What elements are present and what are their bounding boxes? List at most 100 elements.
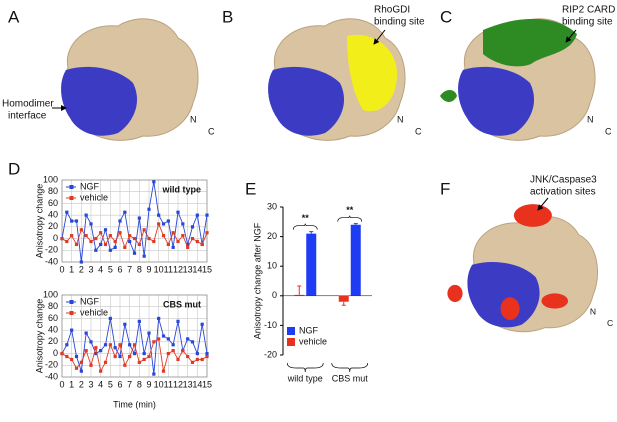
structure-a: N C [61,18,215,141]
point [99,231,103,235]
bar [294,294,305,296]
point [128,239,132,244]
point [166,242,170,247]
point [118,354,122,359]
y-tick-label: 60 [48,313,58,323]
x-tick-label: 1 [69,379,74,389]
point [103,228,108,232]
activation-patch [513,204,552,227]
callout: interface [8,111,47,122]
point [113,346,117,350]
x-tick-label: 14 [192,264,202,274]
point [205,354,209,359]
point [200,357,204,362]
point [123,245,127,249]
point [205,213,209,217]
point [103,343,108,347]
legend-label: vehicle [299,336,327,346]
x-tick-label: 12 [173,379,183,389]
point [171,349,175,353]
y-tick-label: 40 [48,210,58,220]
bar [338,295,349,302]
point [89,239,93,244]
point [161,234,166,238]
y-tick-label: 10 [267,261,277,271]
point [205,231,209,235]
point [60,236,64,241]
point [147,236,151,241]
point [186,354,190,359]
callout: activation sites [530,187,596,198]
point [171,245,175,249]
structure-c: N C [440,18,612,141]
point [132,343,137,347]
rip2-patch [483,18,577,67]
significance-bracket [337,215,363,222]
point [142,357,146,362]
point [84,213,88,217]
chart-title: CBS mut [163,299,201,309]
point [147,331,151,335]
x-tick-label: 9 [146,379,151,389]
point [195,213,199,217]
legend-label: vehicle [80,192,108,202]
point [166,337,170,341]
y-tick-label: 0 [272,290,277,300]
point [84,234,88,238]
point [147,207,151,211]
y-tick-label: 20 [48,221,58,231]
activation-patch [500,297,520,320]
activation-patch [447,284,463,302]
point [99,369,103,373]
point [161,222,166,226]
point [195,351,199,356]
point [195,357,199,362]
point [181,349,185,353]
x-tick-label: 11 [164,379,173,389]
terminus: C [605,126,612,136]
x-tick-label: 2 [79,379,84,389]
point [70,357,74,362]
point [157,337,161,341]
point [157,213,161,217]
significance-label: ** [346,205,354,215]
y-axis-label: Anisotropy change [34,299,44,374]
point [181,222,185,226]
point [118,219,122,223]
point [171,343,175,347]
plot-frame [61,179,208,263]
significance-label: ** [302,213,310,223]
point [123,363,127,367]
chart-title: wild type [161,184,201,194]
error-bar [353,223,358,225]
point [89,363,93,367]
y-tick-label: 80 [48,186,58,196]
x-tick-label: 6 [117,379,122,389]
brace [331,362,369,373]
point [118,231,122,235]
legend-swatch [69,300,74,304]
point [142,351,146,356]
point [190,225,195,229]
point [65,239,69,244]
callout: JNK/Caspase3 [530,175,597,186]
x-tick-label: 7 [127,379,132,389]
y-tick-label: -40 [45,371,58,381]
point [176,210,180,214]
x-tick-label: 10 [154,264,164,274]
point [108,234,112,238]
interface-patch [467,261,540,328]
point [84,349,88,353]
callout: RIP2 CARD [562,5,615,16]
x-tick-label: 3 [88,379,93,389]
point [161,369,166,373]
point [94,346,98,350]
y-axis-label: Anisotropy change [34,184,44,259]
point [128,343,132,347]
y-tick-label: 80 [48,301,58,311]
point [74,242,79,247]
interface-patch [458,66,535,136]
x-tick-label: 15 [202,264,212,274]
legend-label: vehicle [80,307,108,317]
point [89,340,93,344]
